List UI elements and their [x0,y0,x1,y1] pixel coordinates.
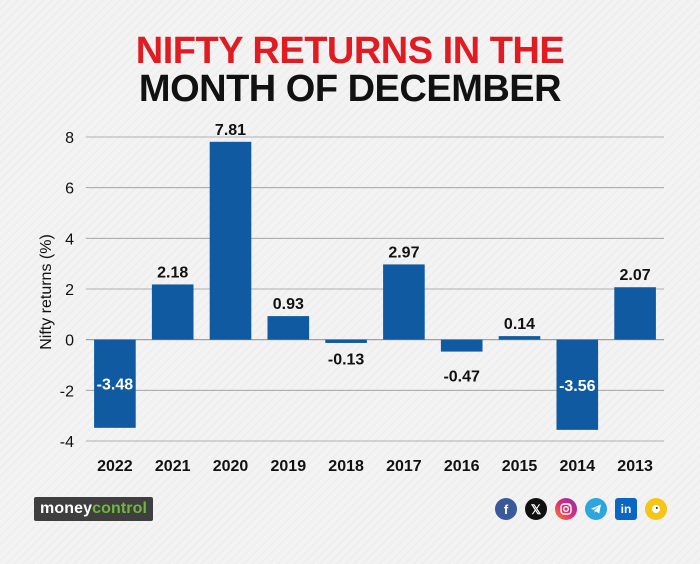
bar-2022 [94,339,136,428]
bars [94,141,656,430]
facebook-icon[interactable]: f [495,498,517,520]
telegram-icon[interactable] [585,498,607,520]
y-axis-label: Nifty returns (%) [38,234,55,350]
x-tick-label: 2018 [328,458,364,475]
data-label: -0.13 [328,351,365,368]
y-tick-label: 8 [65,130,74,147]
data-label: 2.18 [157,264,188,281]
x-tick-label: 2022 [97,458,133,475]
moneycontrol-logo[interactable]: money control [34,497,153,521]
data-label: -0.47 [443,368,480,385]
x-tick-label: 2015 [502,458,538,475]
bar-2014 [556,339,599,430]
logo-part-control: control [92,500,147,517]
data-label: 0.93 [273,296,304,313]
x-tick-label: 2017 [386,458,422,475]
data-label: 0.14 [504,316,535,333]
x-icon[interactable]: 𝕏 [525,498,547,520]
bar-2015 [498,336,541,340]
data-labels: -3.48 2.18 7.81 0.93 -0.13 2.97 -0.47 0.14 -3.56… [97,122,651,395]
data-label: 7.81 [215,122,246,139]
x-tick-label: 2013 [617,458,653,475]
logo-part-money: money [40,500,93,517]
data-label: 2.97 [388,244,419,261]
y-tick-label: 4 [65,231,74,248]
y-tick-labels: -4 -2 0 2 4 6 8 [60,130,74,451]
x-tick-labels: 2022 2021 2020 2019 2018 2017 2016 2015 2014 2013 [97,458,653,475]
instagram-icon[interactable] [555,498,577,520]
x-tick-label: 2014 [560,458,596,475]
x-tick-label: 2021 [155,458,191,475]
bar-2016 [440,339,483,352]
x-tick-label: 2020 [213,458,249,475]
social-icons: f 𝕏 in [495,498,667,520]
chart-title-line2: MONTH OF DECEMBER [138,68,562,110]
x-tick-label: 2019 [271,458,307,475]
y-tick-label: 0 [65,333,74,350]
data-label: 2.07 [620,267,651,284]
bar-2019 [267,316,310,340]
y-tick-label: -4 [60,434,74,451]
bar-2021 [151,284,194,340]
y-tick-label: 6 [65,181,74,198]
koo-icon[interactable] [645,498,667,520]
chart-title-line1: NIFTY RETURNS IN THE [135,30,565,72]
y-tick-label: -2 [60,383,74,400]
bar-2020 [209,141,252,340]
bar-2017 [383,264,425,340]
data-label: -3.48 [97,377,134,394]
data-label: -3.56 [559,378,596,395]
y-tick-label: 2 [65,282,74,299]
bar-2013 [614,287,656,340]
linkedin-icon[interactable]: in [615,498,637,520]
x-tick-label: 2016 [444,458,480,475]
bar-2018 [325,339,367,343]
